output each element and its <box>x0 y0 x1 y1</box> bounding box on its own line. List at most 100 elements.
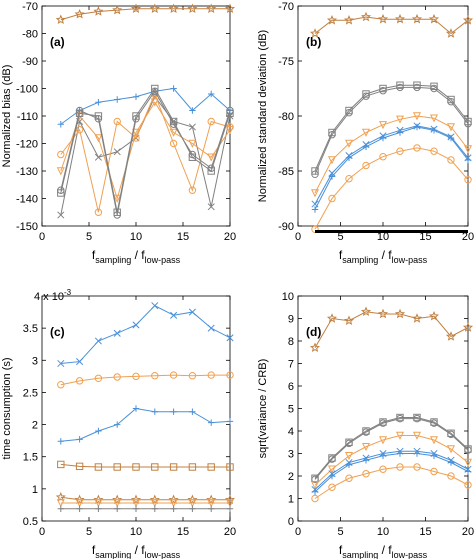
data-point <box>113 463 121 471</box>
data-point <box>379 132 387 140</box>
series-line <box>314 126 469 210</box>
y-tick-label: -100 <box>16 84 38 96</box>
series-line <box>314 16 469 35</box>
data-point <box>344 139 354 148</box>
data-point <box>328 470 336 478</box>
series-line <box>314 418 469 480</box>
data-point <box>226 123 234 131</box>
series-6 <box>311 122 472 208</box>
data-point <box>169 120 178 128</box>
data-point <box>131 499 141 508</box>
data-point <box>169 128 178 137</box>
data-point <box>345 458 353 467</box>
data-point <box>113 148 121 156</box>
y-tick-label: -140 <box>16 194 38 206</box>
data-point <box>56 167 65 176</box>
data-point <box>447 456 455 464</box>
data-point <box>94 337 102 345</box>
data-point <box>311 494 319 503</box>
data-point <box>464 117 472 126</box>
data-point <box>132 134 140 142</box>
chart-panel-1: 0 5 10 15 20 -150 -140 -130 -120 -110 -100 -90 -80 -7… <box>1 1 236 265</box>
data-point <box>113 373 121 381</box>
x-axis-label-subscript: low-pass <box>392 550 428 559</box>
data-point <box>446 123 456 132</box>
data-point <box>189 408 196 415</box>
data-point <box>225 499 235 508</box>
data-point <box>93 494 104 505</box>
data-point <box>114 421 121 428</box>
data-point <box>447 134 455 142</box>
data-point <box>328 169 336 177</box>
data-point <box>113 117 121 126</box>
x-axis-label: fsampling / flow-pass <box>92 248 181 265</box>
series-7 <box>57 87 234 219</box>
series-3 <box>57 405 234 445</box>
data-point <box>311 206 319 213</box>
data-point <box>151 463 159 471</box>
data-point <box>362 92 370 100</box>
series-line <box>60 496 230 501</box>
data-point <box>188 308 196 316</box>
x-axis-label-subscript: sampling <box>342 255 378 265</box>
data-point <box>326 15 338 25</box>
y-axis-label: Normalized bias (dB) <box>1 65 13 168</box>
y-tick-label: -80 <box>22 29 38 41</box>
y-tick-label: 6 <box>288 381 294 393</box>
data-point <box>311 170 319 179</box>
data-point <box>226 106 234 115</box>
y-tick-label: 1 <box>288 494 294 506</box>
panel-label: (c) <box>50 325 65 339</box>
y-tick-label: -90 <box>22 56 38 68</box>
series-line <box>314 453 469 493</box>
data-point <box>226 463 234 471</box>
data-point <box>131 128 141 137</box>
data-point <box>75 377 84 385</box>
data-point <box>360 306 372 317</box>
data-point <box>189 107 196 114</box>
series-line <box>314 311 469 349</box>
data-point <box>208 90 215 98</box>
y-tick-label: 7 <box>288 359 294 371</box>
data-point <box>413 144 421 152</box>
data-point <box>169 139 178 148</box>
data-point <box>95 427 102 435</box>
data-point <box>189 505 196 512</box>
data-point <box>430 84 438 93</box>
data-point <box>430 449 438 458</box>
x-tick-label: 0 <box>39 526 45 538</box>
x-tick-label: 10 <box>130 231 142 243</box>
data-point <box>412 431 422 440</box>
data-point <box>132 505 140 512</box>
data-point <box>361 443 371 452</box>
data-point <box>208 505 215 512</box>
series-line <box>60 8 230 21</box>
y-axis-label: Normalized standard deviation (dB) <box>257 30 269 202</box>
x-tick-label: 15 <box>419 526 431 538</box>
series-6 <box>56 499 235 508</box>
data-point <box>149 494 160 505</box>
data-point <box>464 176 472 184</box>
data-point <box>311 475 319 484</box>
x-axis-label-text: f <box>92 248 96 262</box>
data-point <box>114 505 121 512</box>
y-tick-label: 10 <box>282 291 294 303</box>
data-point <box>413 463 421 471</box>
data-point <box>360 11 372 22</box>
y-tick-label: 2 <box>288 471 294 483</box>
data-point <box>207 203 215 211</box>
data-point <box>151 302 159 310</box>
data-point <box>75 126 84 134</box>
x-axis-label-subscript: sampling <box>342 550 378 559</box>
data-point <box>377 308 389 319</box>
series-line <box>60 374 230 386</box>
series-1 <box>57 302 234 368</box>
data-point <box>208 419 215 426</box>
data-point <box>224 494 236 505</box>
data-point <box>310 481 320 490</box>
data-point <box>345 106 353 115</box>
data-point <box>188 123 196 131</box>
data-point <box>429 114 439 123</box>
data-point <box>170 311 178 319</box>
series-4 <box>310 431 473 490</box>
